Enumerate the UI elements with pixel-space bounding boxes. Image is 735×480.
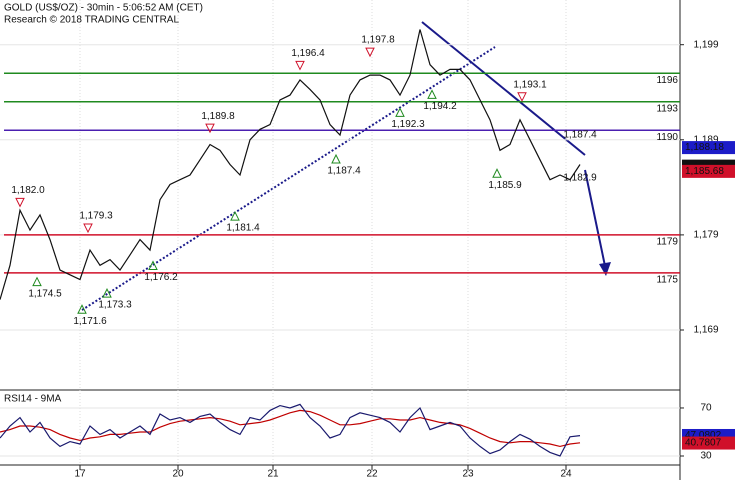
price-line xyxy=(0,29,581,300)
high-label: 1,193.1 xyxy=(513,79,547,90)
x-tick-label: 21 xyxy=(267,469,279,480)
y-tick-label: 30 xyxy=(700,451,712,462)
forecast-arrow-head xyxy=(599,262,611,276)
level-label: 1190 xyxy=(656,132,678,143)
high-marker xyxy=(83,223,93,234)
x-tick-label: 24 xyxy=(560,469,572,480)
price-label: 1,182.9 xyxy=(563,172,597,183)
x-tick-label: 23 xyxy=(462,469,474,480)
price-tag-label: 40.7807 xyxy=(685,438,722,449)
resistance-trendline xyxy=(421,21,586,156)
y-tick-label: 1,179 xyxy=(693,230,718,241)
low-marker xyxy=(77,304,87,314)
level-label: 1179 xyxy=(656,237,678,248)
low-marker xyxy=(331,153,341,164)
price-tag xyxy=(682,436,735,450)
high-label: 1,197.8 xyxy=(361,35,395,46)
chart-subtitle: Research © 2018 TRADING CENTRAL xyxy=(4,15,179,26)
x-tick-label: 20 xyxy=(172,469,184,480)
signal-line xyxy=(0,409,581,448)
low-marker xyxy=(427,89,437,99)
low-label: 1,176.2 xyxy=(144,272,178,283)
y-tick-label: 70 xyxy=(700,403,712,414)
price-label: 1,187.4 xyxy=(563,130,597,141)
x-tick-label: 17 xyxy=(74,469,86,480)
level-label: 1175 xyxy=(656,275,678,286)
low-marker xyxy=(395,107,405,117)
level-label: 1193 xyxy=(656,103,678,114)
forecast-arrow xyxy=(584,169,606,267)
y-tick-label: 1,169 xyxy=(693,325,718,336)
high-label: 1,196.4 xyxy=(291,48,325,59)
low-marker xyxy=(32,276,42,287)
low-label: 1,194.2 xyxy=(423,101,457,112)
low-label: 1,171.6 xyxy=(73,316,107,327)
low-marker xyxy=(230,210,240,221)
high-label: 1,182.0 xyxy=(11,185,45,196)
low-label: 1,192.3 xyxy=(391,119,425,130)
low-label: 1,187.4 xyxy=(327,166,361,177)
rsi-title: RSI14 - 9MA xyxy=(4,394,62,405)
high-marker xyxy=(365,47,375,58)
y-tick-label: 1,189 xyxy=(693,134,718,145)
high-label: 1,179.3 xyxy=(79,211,113,222)
price-tag-label: 1,188.18 xyxy=(685,142,724,153)
low-label: 1,185.9 xyxy=(488,180,522,191)
high-marker xyxy=(295,60,305,71)
price-tag xyxy=(682,164,735,178)
price-tag-label: 47.0802 xyxy=(685,430,722,441)
price-tag xyxy=(682,141,735,155)
price-tag-label: 1,185.68 xyxy=(685,166,724,177)
high-marker xyxy=(517,92,527,102)
low-label: 1,173.3 xyxy=(98,300,132,311)
x-tick-label: 22 xyxy=(366,469,378,480)
y-tick-label: 1,199 xyxy=(693,39,718,50)
high-marker xyxy=(205,123,215,134)
low-marker xyxy=(102,287,112,298)
chart-title: GOLD (US$/OZ) - 30min - 5:06:52 AM (CET) xyxy=(4,3,203,14)
price-line xyxy=(0,403,581,457)
high-marker xyxy=(15,197,25,208)
low-marker xyxy=(148,260,158,271)
low-label: 1,181.4 xyxy=(226,223,260,234)
high-label: 1,189.8 xyxy=(201,111,235,122)
low-marker xyxy=(492,168,502,178)
low-label: 1,174.5 xyxy=(28,288,62,299)
level-label: 1196 xyxy=(656,75,678,86)
